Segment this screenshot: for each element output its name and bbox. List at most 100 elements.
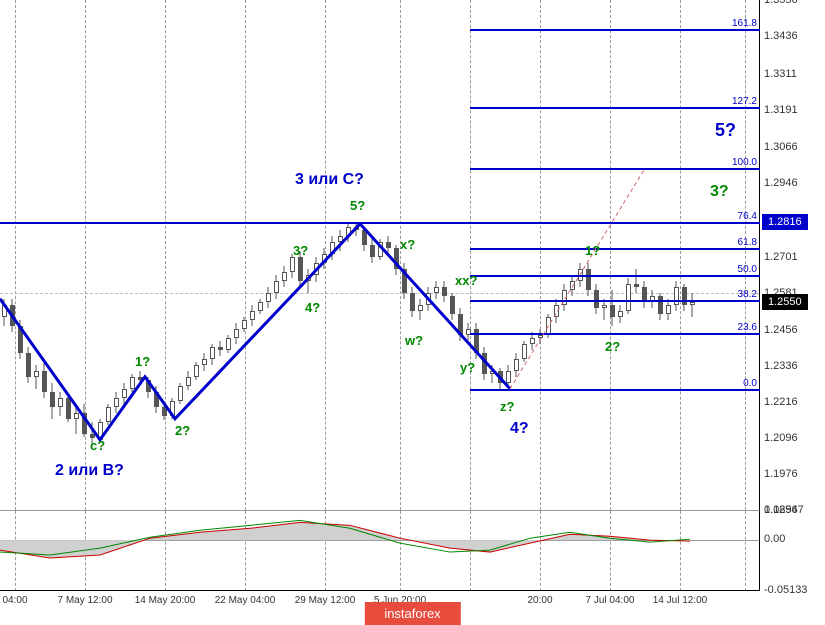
wave-label: x?: [400, 237, 415, 252]
y-axis-oscillator: -0.051330.000.02947: [760, 510, 825, 590]
candle: [130, 0, 135, 510]
candle: [170, 0, 175, 510]
candle: [386, 0, 391, 510]
y-tick-label: 1.3311: [764, 68, 797, 80]
wave-label: 2?: [175, 423, 190, 438]
candle: [618, 0, 623, 510]
vgrid-line: [400, 511, 401, 591]
candle: [146, 0, 151, 510]
vgrid-line: [165, 511, 166, 591]
candle: [370, 0, 375, 510]
osc-y-tick-label: -0.05133: [764, 584, 807, 596]
oscillator-plot: [0, 511, 760, 591]
candle: [562, 0, 567, 510]
candle: [634, 0, 639, 510]
y-tick-label: 1.3556: [764, 0, 798, 6]
fib-level-label: 76.4: [738, 211, 757, 222]
vgrid-line: [745, 0, 746, 510]
candle: [10, 0, 15, 510]
wave-label: w?: [405, 333, 423, 348]
watermark-logo: instaforex: [364, 602, 460, 625]
fib-level-line: [470, 300, 760, 302]
fib-level-label: 0.0: [743, 378, 757, 389]
vgrid-line: [540, 0, 541, 510]
x-tick-label: 04:00: [2, 595, 27, 606]
fib-level-line: [470, 107, 760, 109]
vgrid-line: [540, 511, 541, 591]
wave-label: 2?: [605, 339, 620, 354]
candle: [642, 0, 647, 510]
vgrid-line: [400, 0, 401, 510]
y-tick-label: 1.2701: [764, 251, 798, 263]
vgrid-line: [85, 511, 86, 591]
candle: [282, 0, 287, 510]
candle: [58, 0, 63, 510]
candle: [602, 0, 607, 510]
y-tick-label: 1.3191: [764, 104, 798, 116]
candle: [338, 0, 343, 510]
reference-hline: [0, 293, 759, 294]
candle: [354, 0, 359, 510]
candle: [138, 0, 143, 510]
y-tick-label: 1.2336: [764, 360, 798, 372]
fib-level-label: 127.2: [732, 96, 757, 107]
candle: [258, 0, 263, 510]
fib-level-label: 61.8: [738, 237, 757, 248]
candle: [74, 0, 79, 510]
vgrid-line: [15, 0, 16, 510]
wave-label: 3?: [293, 243, 308, 258]
vgrid-line: [325, 511, 326, 591]
candle: [498, 0, 503, 510]
wave-label: 4?: [510, 420, 529, 438]
candle: [378, 0, 383, 510]
vgrid-line: [15, 511, 16, 591]
candle: [682, 0, 687, 510]
candle: [90, 0, 95, 510]
candle: [98, 0, 103, 510]
candle: [106, 0, 111, 510]
osc-zero-line: [0, 540, 759, 541]
x-tick-label: 29 May 12:00: [295, 595, 356, 606]
candle: [194, 0, 199, 510]
fib-level-line: [470, 333, 760, 335]
wave-label: z?: [500, 399, 514, 414]
candle: [394, 0, 399, 510]
y-tick-label: 1.2096: [764, 432, 798, 444]
y-tick-label: 1.2216: [764, 396, 798, 408]
vgrid-line: [245, 511, 246, 591]
vgrid-line: [165, 0, 166, 510]
x-tick-label: 7 Jul 04:00: [586, 595, 635, 606]
candle: [18, 0, 23, 510]
oscillator-chart[interactable]: [0, 510, 760, 590]
candle: [482, 0, 487, 510]
candle: [674, 0, 679, 510]
candle: [50, 0, 55, 510]
fib-level-label: 38.2: [738, 289, 757, 300]
y-tick-label: 1.3066: [764, 141, 798, 153]
candle: [34, 0, 39, 510]
x-tick-label: 14 Jul 12:00: [653, 595, 708, 606]
main-price-chart[interactable]: 0.023.638.250.061.876.4100.0127.2161.82 …: [0, 0, 760, 510]
candle: [402, 0, 407, 510]
y-tick-label: 1.1976: [764, 468, 798, 480]
x-tick-label: 22 May 04:00: [215, 595, 276, 606]
candle: [546, 0, 551, 510]
candle: [530, 0, 535, 510]
candle: [2, 0, 7, 510]
candle: [442, 0, 447, 510]
fib-level-line: [0, 222, 760, 224]
wave-label: 3 или C?: [295, 171, 364, 189]
candle: [474, 0, 479, 510]
fib-level-label: 161.8: [732, 18, 757, 29]
vgrid-line: [745, 511, 746, 591]
fib-level-line: [470, 275, 760, 277]
candle: [458, 0, 463, 510]
candle: [210, 0, 215, 510]
candle: [154, 0, 159, 510]
candle: [314, 0, 319, 510]
zigzag-wave: [0, 0, 760, 510]
x-tick-label: 7 May 12:00: [57, 595, 112, 606]
wave-label: 2 или B?: [55, 462, 124, 480]
candle: [570, 0, 575, 510]
candle: [274, 0, 279, 510]
